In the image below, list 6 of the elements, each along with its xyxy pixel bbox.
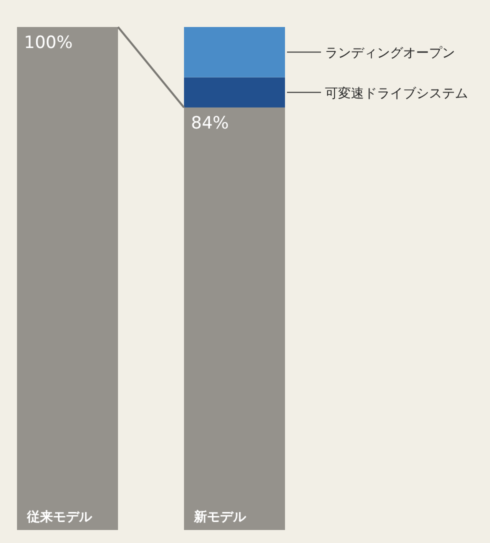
text: ランディングオープン xyxy=(325,46,455,62)
data-label: 100% xyxy=(24,33,73,53)
data-label: 84% xyxy=(191,113,229,134)
x-tick-label: 新モデル xyxy=(193,509,247,525)
x-tick-label: 従来モデル xyxy=(26,510,93,525)
text: 可変速ドライブシステム xyxy=(325,85,468,102)
